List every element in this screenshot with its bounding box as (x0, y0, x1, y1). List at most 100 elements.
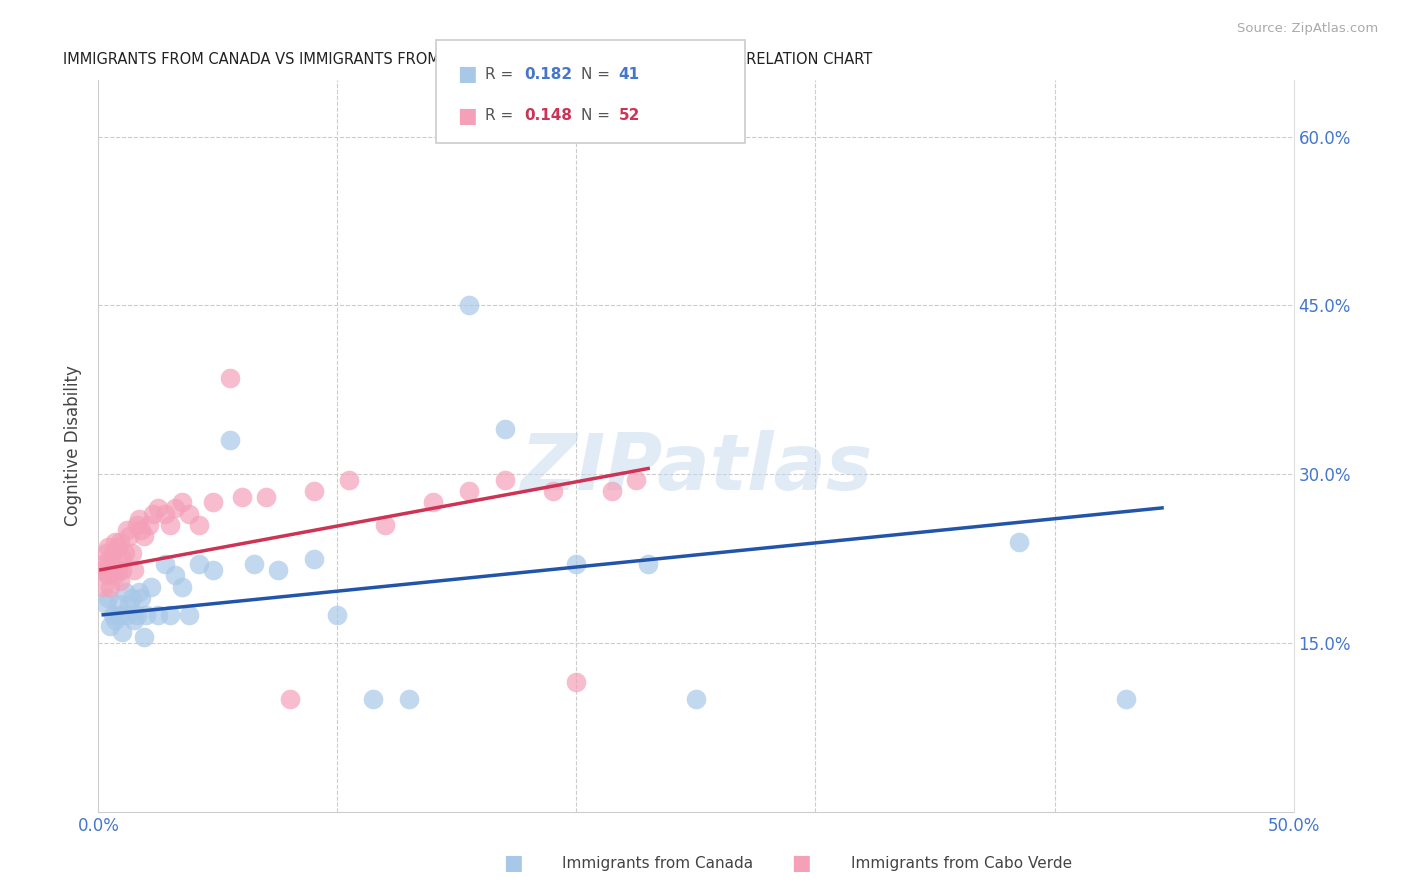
Point (219, 434, 242, 448)
Point (187, 517, 209, 532)
Point (494, 473, 516, 487)
Point (363, 692, 385, 706)
Point (101, 607, 124, 622)
Point (132, 630, 155, 644)
Point (148, 500, 170, 515)
Point (142, 507, 165, 521)
Point (104, 568, 127, 582)
Point (458, 483, 481, 498)
Point (98, 619, 122, 633)
Point (111, 563, 134, 577)
Text: ■: ■ (457, 64, 477, 84)
Point (90, 563, 112, 577)
Point (107, 541, 129, 555)
Point (565, 557, 588, 571)
Point (422, 495, 444, 509)
Point (339, 473, 361, 487)
Point (135, 607, 157, 622)
Point (111, 551, 134, 566)
Point (278, 692, 301, 706)
Point (132, 529, 155, 543)
Point (125, 607, 148, 622)
Y-axis label: Cognitive Disability: Cognitive Disability (65, 366, 83, 526)
Point (155, 507, 177, 521)
Point (128, 585, 150, 599)
Point (131, 591, 153, 605)
Point (115, 524, 138, 538)
Text: N =: N = (581, 67, 614, 81)
Point (138, 517, 160, 532)
Point (179, 507, 201, 521)
Point (111, 624, 134, 639)
Point (94, 563, 117, 577)
Point (131, 524, 153, 538)
Text: Immigrants from Canada: Immigrants from Canada (562, 856, 754, 871)
Point (243, 557, 266, 571)
Point (187, 557, 209, 571)
Point (118, 529, 141, 543)
Point (114, 546, 136, 560)
Point (139, 580, 162, 594)
Text: 0.148: 0.148 (524, 109, 572, 123)
Point (398, 692, 420, 706)
Point (155, 557, 177, 571)
Point (91, 580, 114, 594)
Text: ■: ■ (792, 854, 811, 873)
Point (302, 483, 325, 498)
Point (148, 607, 170, 622)
Point (107, 563, 129, 577)
Point (159, 607, 181, 622)
Point (302, 551, 325, 566)
Point (163, 568, 186, 582)
Point (107, 597, 129, 611)
Point (121, 591, 143, 605)
Point (172, 580, 194, 594)
Point (124, 614, 146, 628)
Point (267, 563, 290, 577)
Point (115, 607, 138, 622)
Point (108, 607, 131, 622)
Text: ZIPatlas: ZIPatlas (520, 430, 872, 506)
Point (541, 483, 564, 498)
Point (101, 563, 124, 577)
Point (91, 557, 114, 571)
Point (118, 597, 141, 611)
Text: R =: R = (485, 109, 519, 123)
Point (98, 580, 122, 594)
Point (202, 495, 225, 509)
Point (101, 546, 124, 560)
Point (121, 546, 143, 560)
Point (125, 517, 148, 532)
Text: ■: ■ (457, 106, 477, 126)
Point (108, 534, 131, 549)
Point (1008, 534, 1031, 549)
Text: Immigrants from Cabo Verde: Immigrants from Cabo Verde (851, 856, 1071, 871)
Point (458, 298, 481, 312)
Point (97, 568, 120, 582)
Text: R =: R = (485, 67, 519, 81)
Point (114, 585, 136, 599)
Text: 0.182: 0.182 (524, 67, 572, 81)
Point (124, 563, 146, 577)
Point (685, 692, 707, 706)
Point (202, 563, 225, 577)
Point (231, 490, 253, 504)
Point (219, 371, 242, 385)
Point (254, 490, 277, 504)
Point (602, 483, 624, 498)
Text: IMMIGRANTS FROM CANADA VS IMMIGRANTS FROM CABO VERDE COGNITIVE DISABILITY CORREL: IMMIGRANTS FROM CANADA VS IMMIGRANTS FRO… (63, 52, 872, 67)
Point (637, 557, 659, 571)
Point (626, 473, 648, 487)
Point (374, 517, 396, 532)
Text: 41: 41 (619, 67, 640, 81)
Text: 52: 52 (619, 109, 640, 123)
Point (326, 607, 349, 622)
Point (1115, 692, 1137, 706)
Point (159, 517, 181, 532)
Text: ■: ■ (503, 854, 523, 873)
Point (108, 574, 131, 588)
Point (97, 591, 120, 605)
Point (104, 534, 127, 549)
Point (163, 500, 186, 515)
Point (97, 541, 120, 555)
